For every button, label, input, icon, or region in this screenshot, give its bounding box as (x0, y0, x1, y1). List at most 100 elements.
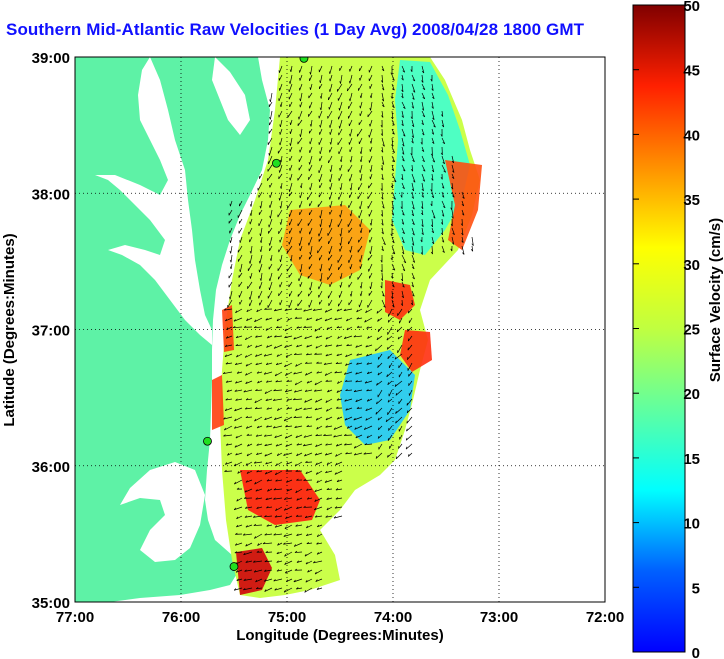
velocity-arrow-head (450, 248, 453, 252)
velocity-arrow-head (325, 353, 328, 357)
velocity-arrow-head (450, 223, 453, 227)
velocity-arrow (375, 344, 383, 352)
velocity-arrow-head (386, 337, 389, 341)
velocity-arrow-head (235, 310, 238, 313)
velocity-arrow (300, 182, 303, 189)
velocity-arrow (431, 164, 435, 173)
velocity-arrow-head (375, 411, 377, 415)
velocity-arrow-head (461, 213, 465, 216)
velocity-arrow (284, 344, 293, 348)
velocity-arrow-head (285, 373, 288, 376)
velocity-arrow-head (274, 515, 278, 518)
velocity-arrow-head (284, 436, 287, 439)
velocity-arrow-head (319, 268, 321, 272)
velocity-arrow-head (356, 353, 359, 356)
velocity-arrow (265, 461, 273, 465)
velocity-arrow-head (441, 195, 445, 198)
velocity-arrow (401, 92, 404, 99)
velocity-arrow-head (236, 371, 240, 374)
velocity-arrow (398, 362, 403, 369)
velocity-arrow (253, 515, 263, 518)
velocity-arrow (279, 164, 283, 173)
velocity-arrow-head (355, 380, 358, 383)
velocity-arrow (294, 380, 303, 386)
velocity-arrow (406, 407, 413, 414)
velocity-arrow (376, 380, 383, 386)
velocity-arrow (224, 353, 233, 357)
velocity-arrow (381, 200, 385, 209)
velocity-arrow (225, 461, 233, 465)
velocity-arrow (333, 515, 343, 519)
velocity-arrow-head (401, 78, 404, 81)
velocity-arrow (310, 119, 313, 127)
velocity-arrow-head (325, 470, 328, 474)
velocity-arrow-head (410, 69, 413, 72)
velocity-arrow (441, 227, 443, 235)
velocity-arrow-head (243, 390, 246, 393)
velocity-arrow (431, 83, 434, 91)
velocity-arrow (368, 74, 373, 82)
velocity-region-fast-red-2 (400, 330, 432, 372)
velocity-arrow (381, 245, 384, 251)
velocity-arrow (369, 83, 373, 89)
velocity-arrow (234, 551, 243, 554)
colorbar-tick-label: 45 (683, 63, 700, 80)
velocity-arrow (411, 182, 415, 191)
velocity-arrow (286, 461, 293, 465)
velocity-arrow (325, 335, 333, 340)
velocity-arrow-head (276, 354, 279, 357)
velocity-arrow (345, 389, 353, 392)
velocity-arrow-head (256, 309, 259, 313)
velocity-arrow (254, 533, 263, 539)
velocity-arrow (284, 587, 293, 593)
velocity-arrow (377, 326, 383, 332)
velocity-arrow-head (386, 346, 389, 350)
velocity-arrow-head (339, 233, 342, 237)
velocity-arrow-head (264, 307, 267, 310)
velocity-arrow (366, 389, 373, 392)
velocity-arrow-head (283, 453, 286, 456)
velocity-arrow (395, 452, 403, 460)
velocity-arrow (255, 488, 263, 492)
velocity-arrow (319, 173, 323, 182)
velocity-arrow (441, 236, 445, 243)
velocity-arrow-head (337, 381, 340, 384)
velocity-arrow (365, 416, 373, 421)
velocity-arrow-head (393, 180, 397, 183)
velocity-arrow (290, 137, 293, 146)
velocity-arrow (326, 461, 333, 466)
velocity-arrow-head (236, 578, 239, 581)
velocity-arrow (327, 272, 333, 280)
velocity-arrow (334, 371, 343, 374)
velocity-arrow (421, 83, 426, 90)
velocity-arrow-head (284, 526, 287, 529)
velocity-arrow-head (402, 241, 405, 244)
velocity-arrow-head (276, 560, 279, 563)
velocity-arrow (398, 398, 403, 404)
velocity-arrow (387, 452, 393, 458)
velocity-arrow-head (255, 489, 258, 492)
velocity-arrow (329, 74, 333, 82)
velocity-arrow (277, 542, 283, 546)
velocity-arrow-head (286, 462, 289, 465)
velocity-arrow (354, 425, 363, 430)
velocity-arrow-head (275, 463, 278, 466)
velocity-arrow (307, 569, 313, 573)
velocity-arrow (348, 236, 353, 245)
velocity-arrow (267, 488, 273, 492)
velocity-arrow (299, 83, 303, 91)
velocity-arrow (336, 308, 343, 312)
velocity-arrow-head (223, 417, 226, 420)
velocity-arrow-head (265, 550, 269, 553)
velocity-arrow-head (225, 398, 228, 401)
velocity-arrow-head (294, 353, 297, 355)
velocity-arrow (320, 92, 323, 99)
velocity-arrow-head (306, 488, 309, 491)
velocity-arrow-head (432, 160, 435, 163)
velocity-arrow (248, 227, 253, 235)
velocity-arrow-head (256, 443, 259, 446)
velocity-arrow-head (353, 417, 356, 421)
velocity-arrow (246, 470, 253, 474)
velocity-arrow (279, 191, 283, 201)
velocity-arrow (357, 191, 363, 200)
